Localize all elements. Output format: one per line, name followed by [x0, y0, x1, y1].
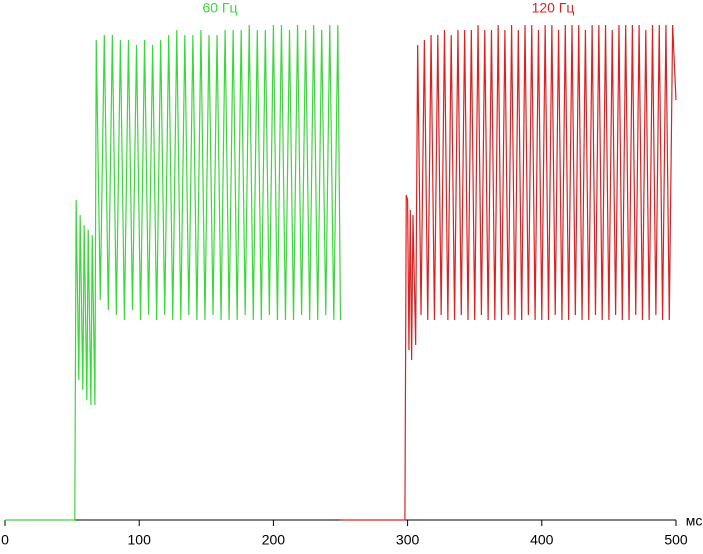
x-axis-label: мс [686, 513, 703, 529]
series-label: 120 Гц [532, 0, 575, 16]
x-tick-label: 0 [1, 532, 9, 548]
x-tick-label: 300 [396, 532, 420, 548]
series-line [5, 24, 342, 521]
x-tick-label: 200 [262, 532, 286, 548]
x-tick-label: 100 [128, 532, 152, 548]
x-tick-label: 400 [530, 532, 554, 548]
series-line [340, 24, 677, 521]
series-label: 60 Гц [202, 0, 237, 16]
x-tick-label: 500 [664, 532, 688, 548]
